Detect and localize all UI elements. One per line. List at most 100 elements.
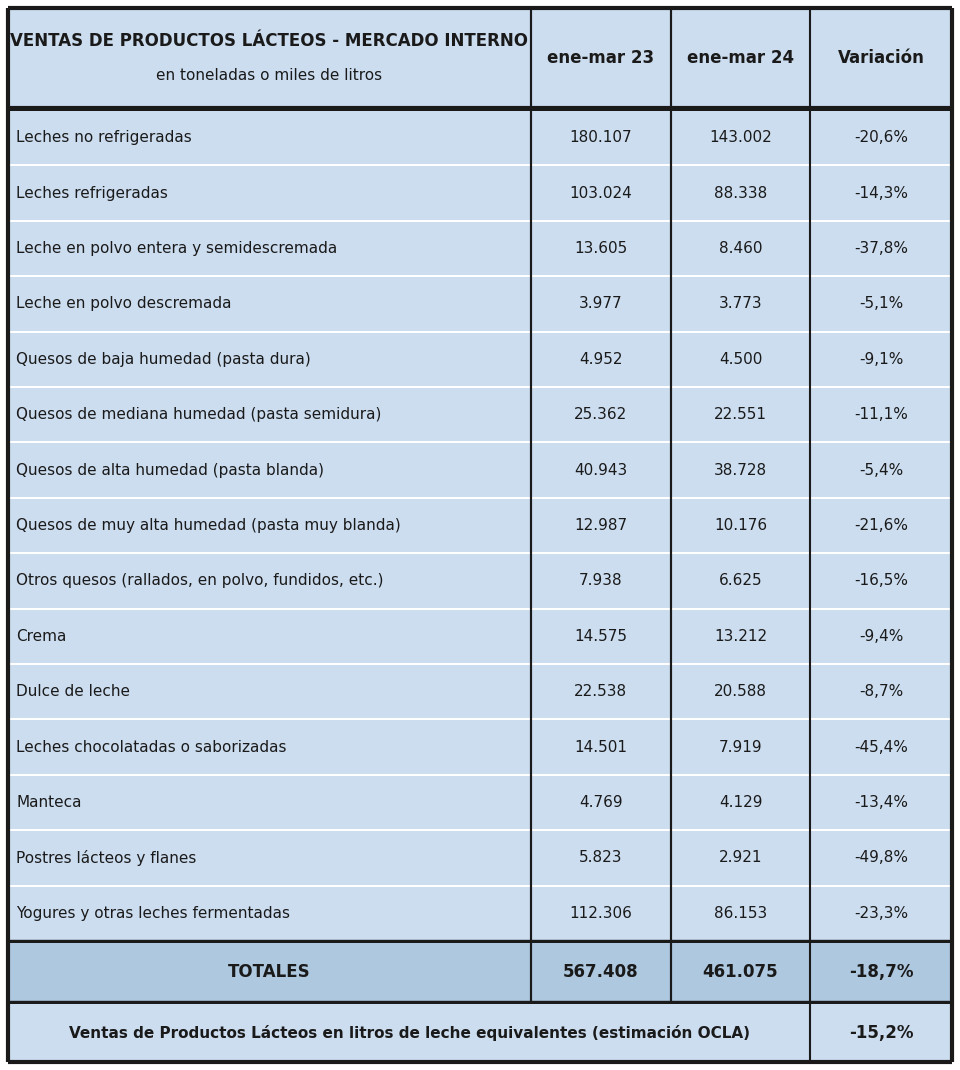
Text: ene-mar 23: ene-mar 23 [547,49,655,67]
Bar [8,829,952,831]
Text: -20,6%: -20,6% [854,131,908,146]
Text: 4.769: 4.769 [579,795,623,810]
Bar [8,333,952,386]
Text: Ventas de Productos Lácteos en litros de leche equivalentes (estimación OCLA): Ventas de Productos Lácteos en litros de… [69,1025,750,1041]
Bar [8,720,952,774]
Bar [8,443,952,496]
Text: -13,4%: -13,4% [854,795,908,810]
Text: Postres lácteos y flanes: Postres lácteos y flanes [16,850,197,866]
Text: 22.551: 22.551 [714,408,767,423]
Text: 3.773: 3.773 [719,296,762,311]
Text: -15,2%: -15,2% [849,1024,914,1042]
Text: 88.338: 88.338 [714,185,767,200]
Text: 4.952: 4.952 [579,352,623,367]
Bar [8,776,952,829]
Text: Crema: Crema [16,629,66,644]
Bar [8,165,952,167]
Text: Quesos de mediana humedad (pasta semidura): Quesos de mediana humedad (pasta semidur… [16,408,381,423]
Text: en toneladas o miles de litros: en toneladas o miles de litros [156,68,382,83]
Text: 7.919: 7.919 [719,739,762,754]
Text: 40.943: 40.943 [574,462,628,477]
Bar [8,663,952,664]
Text: 22.538: 22.538 [574,684,628,699]
Bar [8,608,952,610]
Text: 25.362: 25.362 [574,408,628,423]
Text: Quesos de baja humedad (pasta dura): Quesos de baja humedad (pasta dura) [16,352,311,367]
Bar [8,496,952,499]
Text: 13.212: 13.212 [714,629,767,644]
Text: 38.728: 38.728 [714,462,767,477]
Bar [8,943,952,1002]
Text: 180.107: 180.107 [569,131,632,146]
Text: Dulce de leche: Dulce de leche [16,684,130,699]
Text: 3.977: 3.977 [579,296,623,311]
Bar [8,552,952,554]
Bar [8,887,952,941]
Text: 14.575: 14.575 [574,629,627,644]
Bar [8,275,952,277]
Bar [8,7,952,108]
Bar [8,111,952,165]
Text: 143.002: 143.002 [709,131,772,146]
Text: -5,4%: -5,4% [859,462,903,477]
Text: -8,7%: -8,7% [859,684,903,699]
Text: VENTAS DE PRODUCTOS LÁCTEOS - MERCADO INTERNO: VENTAS DE PRODUCTOS LÁCTEOS - MERCADO IN… [11,32,529,50]
Text: Quesos de muy alta humedad (pasta muy blanda): Quesos de muy alta humedad (pasta muy bl… [16,518,400,533]
Text: 13.605: 13.605 [574,241,628,256]
Bar [8,221,952,275]
Text: Quesos de alta humedad (pasta blanda): Quesos de alta humedad (pasta blanda) [16,462,324,477]
Text: -37,8%: -37,8% [854,241,908,256]
Bar [8,108,952,111]
Bar [8,610,952,663]
Bar [8,331,952,333]
Bar [8,554,952,608]
Text: -9,1%: -9,1% [859,352,903,367]
Text: -11,1%: -11,1% [854,408,908,423]
Bar [8,885,952,887]
Bar [8,386,952,388]
Text: -5,1%: -5,1% [859,296,903,311]
Text: Yogures y otras leches fermentadas: Yogures y otras leches fermentadas [16,906,290,921]
Bar [8,277,952,331]
Text: 8.460: 8.460 [719,241,762,256]
Text: 6.625: 6.625 [719,574,762,588]
Text: 2.921: 2.921 [719,851,762,866]
Bar [8,388,952,442]
Bar [8,774,952,776]
Text: 10.176: 10.176 [714,518,767,533]
Text: Leches chocolatadas o saborizadas: Leches chocolatadas o saborizadas [16,739,286,754]
Text: 4.500: 4.500 [719,352,762,367]
Text: -14,3%: -14,3% [854,185,908,200]
Text: 5.823: 5.823 [579,851,623,866]
Text: Manteca: Manteca [16,795,82,810]
Bar [8,664,952,718]
Text: -49,8%: -49,8% [854,851,908,866]
Text: Leches no refrigeradas: Leches no refrigeradas [16,131,192,146]
Text: 86.153: 86.153 [714,906,767,921]
Text: TOTALES: TOTALES [228,963,311,981]
Text: -16,5%: -16,5% [854,574,908,588]
Text: -23,3%: -23,3% [854,906,908,921]
Text: 103.024: 103.024 [569,185,633,200]
Bar [8,831,952,885]
Text: 112.306: 112.306 [569,906,633,921]
Text: ene-mar 24: ene-mar 24 [687,49,794,67]
Bar [8,1002,952,1004]
Bar [8,718,952,720]
Text: -9,4%: -9,4% [859,629,903,644]
Text: 7.938: 7.938 [579,574,623,588]
Bar [8,442,952,443]
Text: Leche en polvo entera y semidescremada: Leche en polvo entera y semidescremada [16,241,337,256]
Text: 4.129: 4.129 [719,795,762,810]
Text: 567.408: 567.408 [563,963,638,981]
Text: Variación: Variación [838,49,924,67]
Text: Leches refrigeradas: Leches refrigeradas [16,185,168,200]
Text: 20.588: 20.588 [714,684,767,699]
Bar [8,1004,952,1063]
Text: 461.075: 461.075 [703,963,779,981]
Text: -45,4%: -45,4% [854,739,908,754]
Text: 12.987: 12.987 [574,518,628,533]
Text: -21,6%: -21,6% [854,518,908,533]
Bar [8,499,952,552]
Text: Leche en polvo descremada: Leche en polvo descremada [16,296,231,311]
